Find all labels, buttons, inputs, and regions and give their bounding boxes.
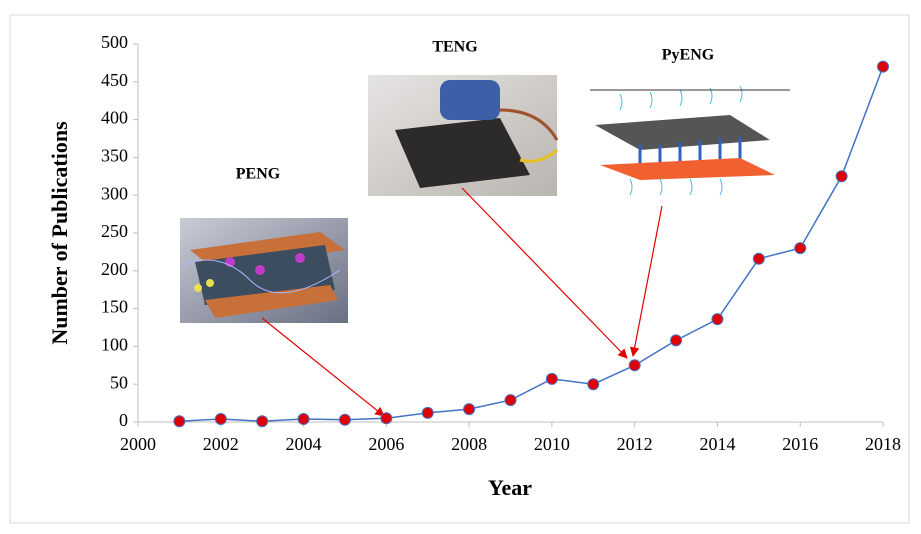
point — [338, 413, 351, 426]
point — [670, 334, 683, 347]
y-tick-label: 400 — [101, 108, 128, 128]
y-tick-label: 500 — [101, 32, 128, 52]
x-tick-label: 2010 — [534, 434, 570, 454]
line — [179, 66, 884, 422]
point — [380, 412, 393, 425]
annotation: PENG — [236, 166, 281, 183]
x-tick-label: 2008 — [451, 434, 487, 454]
x-tick-label: 2014 — [699, 434, 735, 454]
point — [504, 394, 517, 407]
x-tick-label: 2012 — [617, 434, 653, 454]
point — [545, 372, 558, 385]
pyeng-image — [588, 85, 792, 205]
arrow — [261, 317, 385, 417]
y-axis-title: Number of Publications — [47, 121, 72, 345]
y-tick-label: 450 — [101, 70, 128, 90]
point — [877, 60, 889, 73]
point — [463, 403, 476, 416]
y-tick-label: 100 — [101, 335, 128, 355]
point — [835, 170, 848, 183]
point — [256, 415, 269, 428]
x-tick-label: 2018 — [865, 434, 901, 454]
y-tick-label: 0 — [119, 410, 128, 430]
point — [587, 378, 600, 391]
point — [421, 406, 434, 419]
point — [794, 242, 807, 255]
x-tick-label: 2004 — [286, 434, 322, 454]
x-tick-label: 2016 — [782, 434, 818, 454]
point — [297, 412, 310, 425]
point — [711, 313, 724, 326]
y-tick-label: 250 — [101, 221, 128, 241]
x-axis-title: Year — [488, 475, 532, 500]
annotation: TENG — [432, 39, 478, 56]
point — [173, 415, 186, 428]
y-tick-label: 350 — [101, 146, 128, 166]
y-tick-label: 300 — [101, 183, 128, 203]
x-tick-label: 2000 — [120, 434, 156, 454]
point — [752, 252, 765, 265]
arrow — [461, 187, 628, 359]
y-tick-label: 50 — [110, 372, 128, 392]
arrow — [629, 205, 663, 357]
point — [628, 359, 641, 372]
peng-image — [180, 218, 348, 323]
y-tick-label: 150 — [101, 297, 128, 317]
annotation: PyENG — [662, 47, 715, 64]
y-tick-label: 200 — [101, 259, 128, 279]
point — [214, 412, 227, 425]
teng-image — [368, 75, 559, 196]
x-tick-label: 2006 — [368, 434, 404, 454]
x-tick-label: 2002 — [203, 434, 239, 454]
